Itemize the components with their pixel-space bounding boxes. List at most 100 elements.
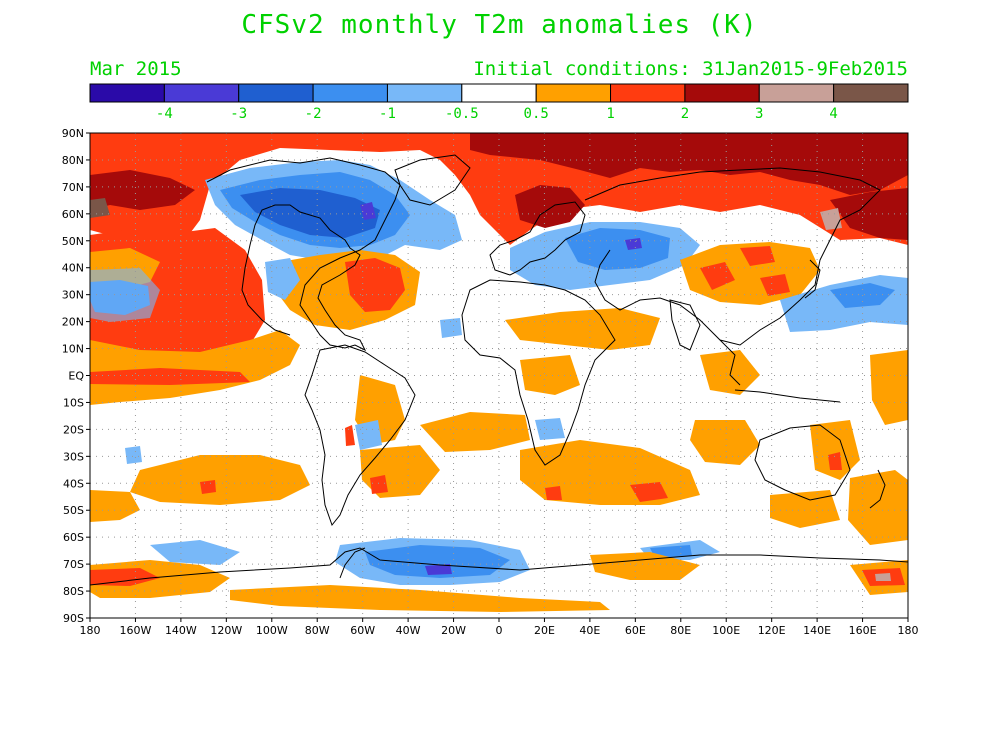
colorbar-label: 2 [681,106,689,122]
anomaly-atlantic-hot [345,258,405,312]
anomaly-trop-cool-3 [535,418,565,440]
lat-label: 50S [63,504,84,517]
lon-label: 120E [758,624,786,637]
anomaly-southern-warm-2 [90,490,140,522]
lat-label: 30S [63,450,84,463]
longitude-labels: 180 160W 140W 120W 100W 80W 60W 40W 20W 0 20E 40E 60… [80,624,919,637]
lon-label: 60W [350,624,375,637]
anomaly-satlantic-warm [420,412,530,452]
lon-label: 180 [80,624,101,637]
anomaly-australia-hot [828,452,842,470]
anomaly-asia-hot-2 [740,246,775,266]
lon-label: 160W [120,624,152,637]
lon-label: 20W [441,624,466,637]
anomaly-indonesia-warm [700,350,760,395]
coast-europe [489,201,586,276]
coast-africa [461,279,616,466]
anomaly-australia-warm [690,420,760,465]
anomaly-so-cool-1 [150,540,240,565]
plot-frame [89,132,909,619]
initial-conditions-label: Initial conditions: 31Jan2015-9Feb2015 [473,58,908,80]
coast-new-zealand [869,469,886,509]
colorbar-label: -4 [156,106,173,122]
lon-label: 120W [210,624,242,637]
lon-label: 140E [803,624,831,637]
lon-label: 0 [496,624,503,637]
lat-label: 50N [62,235,84,248]
anomaly-pacific-orange [90,330,300,405]
anomaly-antarctic-warm-2 [230,585,610,612]
colorbar-label: 4 [829,106,837,122]
lon-label: 60E [625,624,646,637]
lat-label: 90S [63,612,84,625]
lon-label: 40E [579,624,600,637]
colorbar-swatch [833,83,909,103]
lat-label: 80S [63,585,84,598]
anomaly-samerica-cool [355,420,382,450]
coast-india [669,299,701,351]
color-legend: -4 -3 -2 -1 -0.5 0.5 1 2 3 4 [89,83,909,122]
anomaly-seaus-warm [848,470,908,545]
lat-label: 70N [62,181,84,194]
anomaly-eastsib-hot [830,188,908,240]
coastlines [89,154,909,586]
lat-label: 80N [62,154,84,167]
anomaly-antarctic-hot-1 [90,568,160,586]
lat-label: EQ [68,370,84,383]
lat-label: 10N [62,343,84,356]
anomaly-southern-hot-1 [200,480,216,494]
lat-label: 30N [62,289,84,302]
coast-antarctica [89,547,909,586]
anomaly-alaska-hot [90,170,195,210]
anomaly-siberia-hot [515,185,585,228]
anomaly-trop-cool-2 [125,446,142,464]
anomaly-antarctic-core [425,564,452,575]
anomaly-wpac-warm [870,350,908,425]
anomaly-brown-1 [90,198,110,218]
coast-australia [754,424,851,501]
coast-greenland [394,154,471,206]
lon-label: 100E [712,624,740,637]
lat-label: 60S [63,531,84,544]
lat-label: 10S [63,396,84,409]
colorbar-label: 0.5 [524,106,549,122]
anomaly-brown-2 [820,208,842,230]
map-title: CFSv2 monthly T2m anomalies (K) [241,10,758,40]
lon-label: 180 [898,624,919,637]
anomaly-asia-hot-3 [760,274,790,296]
anomaly-us-se-cool [265,258,300,300]
lon-label: 100W [256,624,288,637]
anomaly-arctic-hot [470,133,908,195]
colorbar-label: -0.5 [445,106,479,122]
lon-label: 80W [305,624,330,637]
anomaly-antarctic-warm-3 [590,552,700,580]
coast-south-america [304,344,416,527]
anomaly-southern-hot-5 [545,486,562,500]
lon-label: 40W [396,624,421,637]
colorbar-label: -1 [379,106,396,122]
colorbar-label: 3 [755,106,763,122]
anomaly-samerica-red [345,425,355,446]
lat-label: 20S [63,423,84,436]
coast-se-asia [719,339,741,386]
anomaly-na-very-cold [240,188,380,238]
map-gridlines [86,132,909,622]
lat-label: 90N [62,127,84,140]
lat-label: 20N [62,316,84,329]
coast-japan [804,259,821,299]
coast-indonesia [734,389,841,403]
lon-label: 160E [849,624,877,637]
lon-label: 80E [670,624,691,637]
anomaly-eq-pacific-red [90,368,250,385]
anomaly-australia-warm-2 [810,420,860,480]
anomaly-antarctic-cold [365,545,510,578]
anomaly-southern-warm-5 [770,490,840,528]
latitude-labels: 90N 80N 70N 60N 50N 40N 30N 20N 10N EQ 10S 20S 30S 40… [62,127,85,625]
valid-month-label: Mar 2015 [90,58,182,80]
coast-asia [584,167,881,346]
lat-label: 60N [62,208,84,221]
anomaly-trop-cool-1 [440,318,462,338]
anomaly-cool-pacific [90,268,160,322]
anomaly-southern-hot-4 [630,482,668,502]
